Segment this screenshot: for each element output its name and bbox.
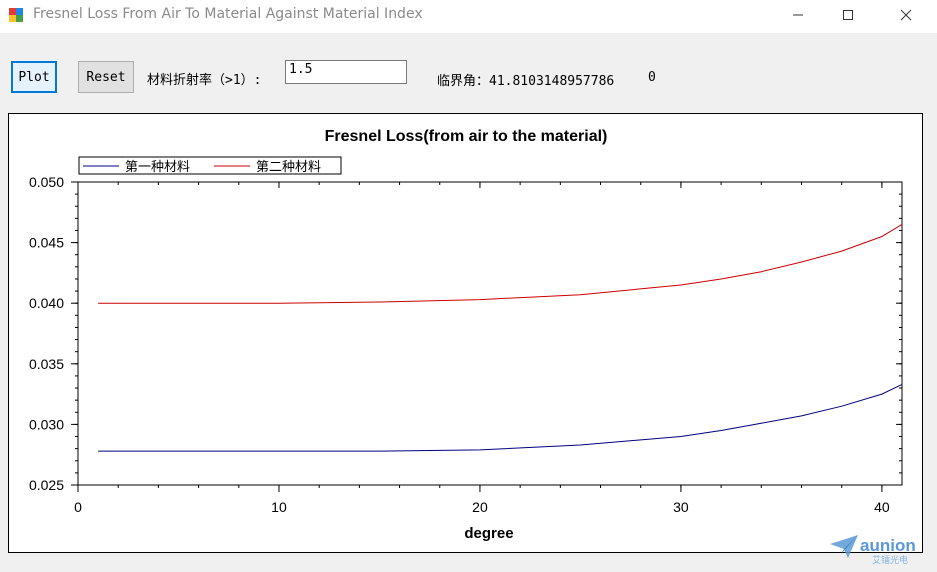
- index-label: 材料折射率（>1）:: [147, 73, 262, 88]
- y-tick-label: 0.050: [29, 174, 64, 190]
- x-tick-label: 0: [74, 499, 82, 515]
- maximize-icon: [843, 10, 853, 20]
- chart-legend: 第一种材料 第二种材料: [78, 156, 342, 175]
- x-tick-label: 30: [673, 499, 689, 515]
- y-tick-label: 0.035: [29, 356, 64, 372]
- app-icon: [8, 7, 24, 23]
- plot-area: [77, 181, 903, 486]
- x-axis: 0 10 20 30 40: [74, 182, 890, 515]
- legend-label-series-1: 第一种材料: [125, 160, 190, 175]
- close-icon: [900, 9, 912, 21]
- x-axis-label: degree: [464, 525, 513, 542]
- x-tick-label: 20: [472, 499, 488, 515]
- window-title: Fresnel Loss From Air To Material Agains…: [33, 6, 423, 22]
- watermark-logo: aunion 艾镭光电: [828, 532, 928, 566]
- y-axis: 0.025 0.030 0.035 0.040 0.045 0.050: [29, 174, 902, 493]
- legend-label-series-2: 第二种材料: [256, 160, 321, 175]
- y-tick-label: 0.030: [29, 416, 64, 432]
- x-tick-label: 10: [271, 499, 287, 515]
- y-tick-label: 0.040: [29, 295, 64, 311]
- plot-panel: Fresnel Loss(from air to the material) 第…: [8, 113, 923, 553]
- fresnel-chart: Fresnel Loss(from air to the material) 第…: [29, 128, 903, 542]
- series-line-1: [98, 383, 903, 452]
- chart-title: Fresnel Loss(from air to the material): [325, 128, 608, 145]
- minimize-icon: [793, 14, 803, 16]
- y-tick-label: 0.045: [29, 235, 64, 251]
- paper-plane-icon: aunion 艾镭光电: [830, 535, 916, 566]
- series-lines: [98, 223, 903, 452]
- title-bar: Fresnel Loss From Air To Material Agains…: [0, 0, 937, 33]
- plot-button[interactable]: Plot: [11, 61, 57, 93]
- minimize-button[interactable]: [775, 0, 821, 30]
- reset-button[interactable]: Reset: [78, 61, 134, 93]
- y-tick-label: 0.025: [29, 477, 64, 493]
- close-button[interactable]: [883, 0, 929, 30]
- x-tick-label: 40: [874, 499, 890, 515]
- watermark-brand: aunion: [860, 536, 916, 555]
- maximize-button[interactable]: [825, 0, 871, 30]
- series-line-2: [98, 223, 903, 304]
- critical-angle-readout: 临界角：41.8103148957786: [437, 74, 615, 89]
- watermark-subtitle: 艾镭光电: [872, 554, 908, 566]
- index-input[interactable]: [285, 60, 407, 84]
- extra-value-readout: 0: [648, 70, 656, 85]
